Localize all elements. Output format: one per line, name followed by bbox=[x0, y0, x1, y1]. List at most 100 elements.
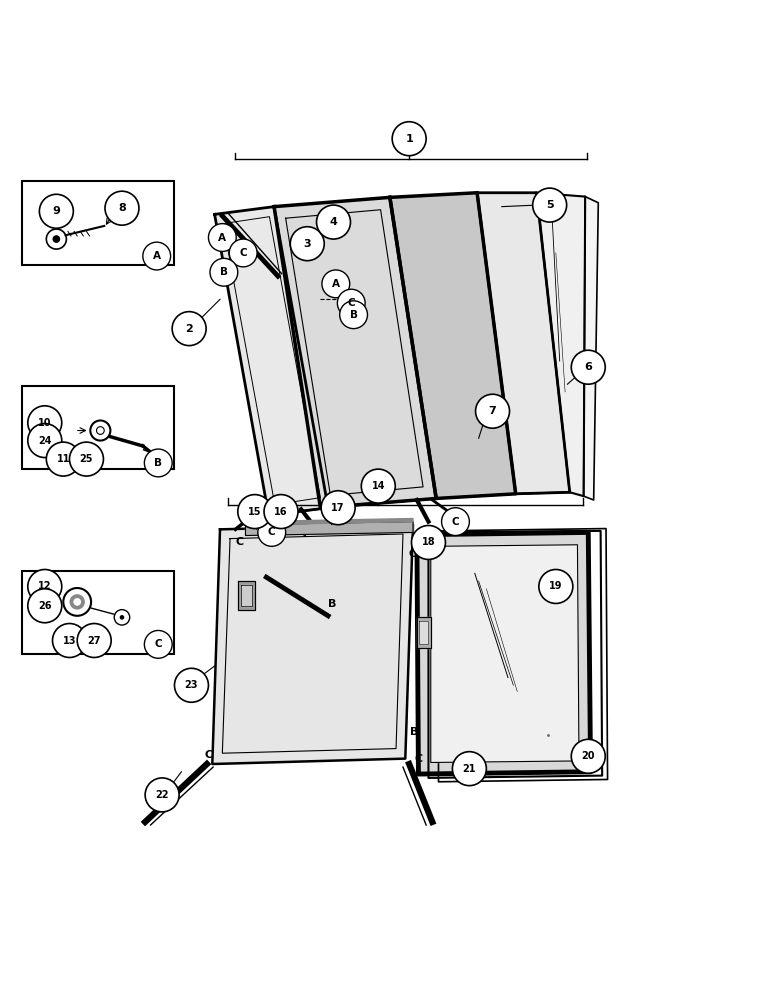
Text: 5: 5 bbox=[546, 200, 554, 210]
Circle shape bbox=[290, 227, 324, 261]
Circle shape bbox=[340, 301, 367, 329]
Text: B: B bbox=[328, 599, 336, 609]
Text: C: C bbox=[409, 549, 417, 559]
Circle shape bbox=[571, 739, 605, 773]
Text: 4: 4 bbox=[330, 217, 337, 227]
Circle shape bbox=[337, 289, 365, 317]
Text: C: C bbox=[154, 639, 162, 649]
Circle shape bbox=[533, 188, 567, 222]
Circle shape bbox=[571, 350, 605, 384]
Circle shape bbox=[174, 668, 208, 702]
Circle shape bbox=[392, 122, 426, 156]
Text: 6: 6 bbox=[584, 362, 592, 372]
Text: 7: 7 bbox=[489, 406, 496, 416]
Text: 24: 24 bbox=[38, 436, 52, 446]
Circle shape bbox=[46, 442, 80, 476]
Text: 19: 19 bbox=[549, 581, 563, 591]
Text: A: A bbox=[218, 233, 226, 243]
Polygon shape bbox=[238, 581, 255, 610]
Circle shape bbox=[28, 406, 62, 440]
Polygon shape bbox=[537, 193, 585, 496]
FancyBboxPatch shape bbox=[22, 181, 174, 265]
Circle shape bbox=[322, 270, 350, 298]
Polygon shape bbox=[419, 621, 428, 644]
Text: B: B bbox=[350, 310, 357, 320]
Polygon shape bbox=[431, 545, 579, 762]
Circle shape bbox=[28, 589, 62, 623]
Circle shape bbox=[411, 525, 445, 559]
Text: 11: 11 bbox=[56, 454, 70, 464]
Text: 23: 23 bbox=[185, 680, 198, 690]
Circle shape bbox=[69, 594, 85, 610]
Text: C: C bbox=[415, 754, 422, 764]
Text: 21: 21 bbox=[462, 764, 476, 774]
Circle shape bbox=[28, 424, 62, 458]
Text: C: C bbox=[239, 248, 247, 258]
Circle shape bbox=[143, 242, 171, 270]
Text: C: C bbox=[347, 298, 355, 308]
Text: 1: 1 bbox=[405, 134, 413, 144]
Text: C: C bbox=[268, 527, 276, 537]
Text: 18: 18 bbox=[422, 537, 435, 547]
Circle shape bbox=[144, 449, 172, 477]
Text: 17: 17 bbox=[331, 503, 345, 513]
Circle shape bbox=[105, 191, 139, 225]
Circle shape bbox=[476, 394, 510, 428]
Polygon shape bbox=[274, 197, 436, 508]
Text: 27: 27 bbox=[87, 636, 101, 646]
Text: B: B bbox=[220, 267, 228, 277]
Text: B: B bbox=[411, 727, 418, 737]
Text: 2: 2 bbox=[185, 324, 193, 334]
Text: 3: 3 bbox=[303, 239, 311, 249]
Polygon shape bbox=[417, 617, 431, 648]
Text: 13: 13 bbox=[63, 636, 76, 646]
Polygon shape bbox=[584, 197, 598, 500]
Circle shape bbox=[229, 239, 257, 267]
Text: 22: 22 bbox=[155, 790, 169, 800]
Circle shape bbox=[77, 624, 111, 657]
Text: 14: 14 bbox=[371, 481, 385, 491]
Circle shape bbox=[264, 495, 298, 529]
Polygon shape bbox=[212, 525, 413, 764]
Text: 25: 25 bbox=[80, 454, 93, 464]
Text: C: C bbox=[235, 537, 243, 547]
Text: C: C bbox=[205, 750, 212, 760]
Circle shape bbox=[52, 624, 86, 657]
Circle shape bbox=[144, 630, 172, 658]
Polygon shape bbox=[477, 193, 570, 494]
Polygon shape bbox=[390, 193, 516, 498]
Circle shape bbox=[208, 224, 236, 251]
Circle shape bbox=[321, 491, 355, 525]
Text: 10: 10 bbox=[38, 418, 52, 428]
Circle shape bbox=[539, 569, 573, 603]
Circle shape bbox=[258, 519, 286, 546]
FancyBboxPatch shape bbox=[22, 571, 174, 654]
Circle shape bbox=[442, 508, 469, 536]
Text: 15: 15 bbox=[248, 507, 262, 517]
Circle shape bbox=[145, 778, 179, 812]
Circle shape bbox=[28, 569, 62, 603]
Polygon shape bbox=[241, 585, 252, 606]
FancyBboxPatch shape bbox=[22, 386, 174, 469]
Text: 8: 8 bbox=[118, 203, 126, 213]
Circle shape bbox=[73, 598, 81, 606]
Circle shape bbox=[172, 312, 206, 346]
Text: 9: 9 bbox=[52, 206, 60, 216]
Polygon shape bbox=[215, 207, 328, 515]
Circle shape bbox=[120, 615, 124, 620]
Text: C: C bbox=[452, 517, 459, 527]
Text: A: A bbox=[153, 251, 161, 261]
Polygon shape bbox=[417, 532, 591, 774]
Circle shape bbox=[210, 258, 238, 286]
Circle shape bbox=[39, 194, 73, 228]
Text: 26: 26 bbox=[38, 601, 52, 611]
Circle shape bbox=[452, 752, 486, 786]
Polygon shape bbox=[251, 519, 413, 525]
Text: B: B bbox=[154, 458, 162, 468]
Text: 20: 20 bbox=[581, 751, 595, 761]
Text: 12: 12 bbox=[38, 581, 52, 591]
Circle shape bbox=[52, 235, 60, 243]
Text: 16: 16 bbox=[274, 507, 288, 517]
Polygon shape bbox=[245, 522, 413, 536]
Circle shape bbox=[238, 495, 272, 529]
